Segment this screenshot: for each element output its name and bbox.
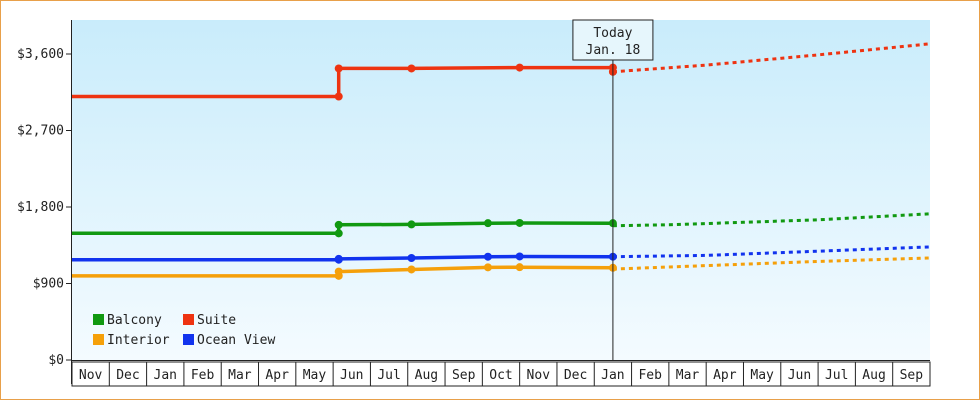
- plot-background: [72, 20, 930, 360]
- month-label-15: Feb: [638, 368, 662, 383]
- legend-swatch-ocean-view: [183, 334, 194, 345]
- today-marker: Today Jan. 18: [572, 19, 654, 360]
- suite-point-1: [334, 64, 343, 73]
- y-tick-label-3: $2,700: [17, 124, 64, 139]
- month-label-11: Oct: [489, 368, 512, 383]
- month-label-18: May: [750, 368, 774, 383]
- month-label-0: Nov: [79, 368, 103, 383]
- y-tick-label-2: $1,800: [17, 200, 64, 215]
- month-label-3: Feb: [191, 368, 215, 383]
- x-axis: Nov Dec Jan Feb Mar Apr May Jun Jul Aug Sep Oct Nov D…: [71, 360, 931, 387]
- month-label-19: Jun: [788, 368, 811, 383]
- legend-swatch-balcony: [93, 314, 104, 325]
- y-tick-label-4: $3,600: [17, 47, 64, 62]
- month-label-4: Mar: [228, 368, 252, 383]
- balcony-point-4: [515, 218, 524, 227]
- balcony-point-0: [334, 229, 343, 238]
- interior-point-1: [334, 267, 343, 276]
- ocean-view-point-2: [407, 254, 416, 262]
- month-label-7: Jun: [340, 368, 363, 383]
- legend-label-balcony: Balcony: [107, 313, 162, 328]
- today-box: [572, 19, 654, 61]
- month-label-16: Mar: [676, 368, 700, 383]
- month-label-21: Aug: [862, 368, 885, 383]
- month-label-1: Dec: [116, 368, 139, 383]
- month-label-14: Jan: [601, 368, 624, 383]
- y-tick-label-0: $0: [48, 353, 64, 368]
- today-label: Today: [593, 26, 632, 41]
- legend-label-ocean-view: Ocean View: [197, 333, 275, 348]
- month-label-9: Aug: [415, 368, 438, 383]
- balcony-point-2: [407, 220, 416, 229]
- legend: Balcony Suite Interior Ocean View: [93, 313, 275, 348]
- interior-point-2: [407, 265, 416, 274]
- suite-point-2: [407, 64, 416, 73]
- suite-point-3: [515, 63, 524, 72]
- balcony-forecast-line: [612, 212, 931, 228]
- month-label-13: Dec: [564, 368, 587, 383]
- y-tick-label-1: $900: [33, 277, 64, 292]
- month-label-17: Apr: [713, 368, 737, 383]
- suite-point-0: [334, 92, 343, 101]
- month-label-8: Jul: [377, 368, 400, 383]
- ocean-view-point-4: [515, 252, 524, 261]
- month-label-12: Nov: [527, 368, 551, 383]
- legend-label-interior: Interior: [107, 333, 170, 348]
- interior-point-4: [515, 263, 524, 272]
- legend-swatch-suite: [183, 314, 194, 325]
- interior-point-3: [483, 263, 492, 272]
- month-label-6: May: [303, 368, 327, 383]
- legend-label-suite: Suite: [197, 313, 236, 328]
- month-label-10: Sep: [452, 368, 476, 383]
- month-label-20: Jul: [825, 368, 848, 383]
- legend-swatch-interior: [93, 334, 104, 345]
- balcony-point-1: [334, 220, 343, 229]
- month-label-5: Apr: [265, 368, 289, 383]
- ocean-view-point-3: [483, 252, 492, 261]
- month-strip: [71, 361, 931, 387]
- suite-history-line: [72, 65, 613, 99]
- balcony-point-3: [483, 219, 492, 228]
- today-date: Jan. 18: [586, 43, 641, 58]
- ocean-view-point-1: [334, 254, 343, 263]
- y-axis: $0 $900 $1,800 $2,700 $3,600: [17, 20, 72, 384]
- month-label-2: Jan: [154, 368, 177, 383]
- series-layer: [72, 42, 931, 280]
- month-label-22: Sep: [900, 368, 924, 383]
